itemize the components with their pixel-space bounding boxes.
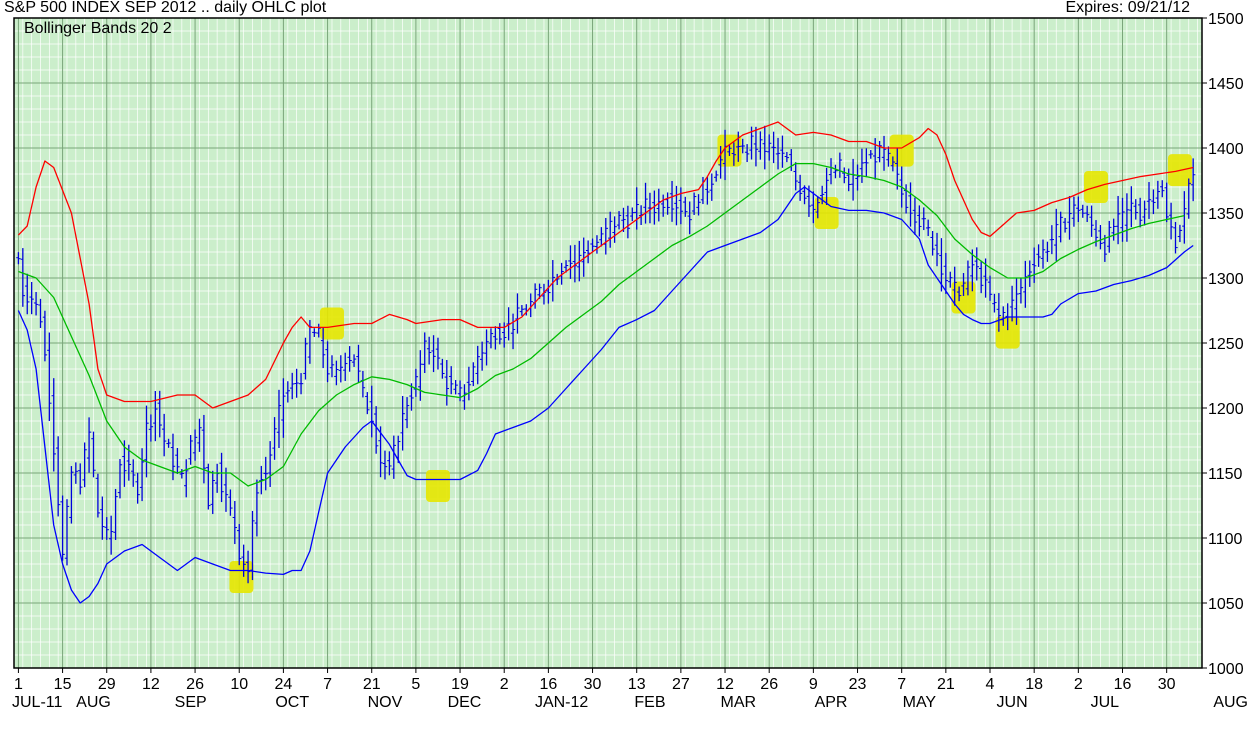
x-tick-label: 2 [1074,676,1083,693]
x-month-label: AUG [76,694,111,711]
x-tick-label: 2 [500,676,509,693]
x-tick-label: 24 [274,676,292,693]
x-tick-label: 27 [672,676,690,693]
x-month-label: SEP [175,694,207,711]
chart-title: S&P 500 INDEX SEP 2012 .. daily OHLC plo… [4,0,327,16]
x-month-label: MAY [903,694,937,711]
y-tick-label: 1050 [1208,596,1244,613]
grid [13,17,1202,669]
y-tick-label: 1250 [1208,336,1244,353]
x-month-label: APR [815,694,848,711]
x-tick-label: 7 [897,676,906,693]
y-tick-label: 1100 [1208,531,1243,548]
expiry-label: Expires: 09/21/12 [1065,0,1190,16]
x-month-label: JUN [997,694,1028,711]
x-month-label: NOV [368,694,403,711]
x-axis-ticks: 1 15 29 12 26 10 24 7 21 5 19 2 16 30 13 27 12 26 9 23 7 21 4 1… [14,668,1176,693]
x-month-label: JAN-12 [535,694,588,711]
x-tick-label: 21 [937,676,955,693]
x-tick-label: 12 [142,676,160,693]
y-tick-label: 1500 [1208,11,1244,28]
highlight-marker [814,197,839,229]
y-tick-label: 1400 [1208,141,1244,158]
x-axis-months: JUL-11 AUG SEP OCT NOV DEC JAN-12 FEB MAR APR MAY J… [12,694,1248,711]
y-tick-label: 1000 [1208,661,1244,678]
highlight-marker [229,561,254,593]
x-tick-label: 18 [1025,676,1043,693]
indicator-label: Bollinger Bands 20 2 [24,20,172,37]
x-tick-label: 15 [54,676,72,693]
x-tick-label: 26 [186,676,204,693]
x-tick-label: 13 [628,676,646,693]
y-tick-label: 1150 [1208,466,1243,483]
highlight-marker [319,307,344,340]
y-tick-label: 1450 [1208,76,1244,93]
y-tick-label: 1350 [1208,206,1244,223]
x-tick-label: 5 [411,676,420,693]
x-tick-label: 16 [539,676,557,693]
highlight-marker [889,134,914,167]
x-month-label: JUL [1091,694,1120,711]
x-month-label: AUG [1213,694,1248,711]
x-tick-label: 30 [1158,676,1176,693]
lower-band-line [17,186,1194,604]
x-tick-label: 23 [849,676,867,693]
highlight-marker [425,470,450,502]
y-tick-label: 1200 [1208,401,1244,418]
x-tick-label: 1 [14,676,23,693]
x-tick-label: 30 [584,676,602,693]
middle-band-line [18,162,1185,487]
x-month-label: OCT [275,694,309,711]
x-month-label: JUL-11 [12,694,62,711]
x-month-label: DEC [448,694,482,711]
ohlc-bars [16,125,1196,584]
bollinger-bands [17,121,1194,604]
x-tick-label: 9 [809,676,818,693]
x-month-label: MAR [721,694,757,711]
x-tick-label: 7 [323,676,332,693]
x-tick-label: 16 [1114,676,1132,693]
x-tick-label: 21 [363,676,381,693]
x-tick-label: 19 [451,676,469,693]
upper-band-line [17,121,1194,409]
x-tick-label: 29 [98,676,116,693]
x-tick-label: 4 [986,676,995,693]
y-tick-label: 1300 [1208,271,1244,288]
x-month-label: FEB [634,694,665,711]
x-tick-label: 26 [760,676,778,693]
highlight-marker [951,281,976,314]
x-tick-label: 10 [230,676,248,693]
highlight-marker [995,316,1020,349]
x-tick-label: 12 [716,676,734,693]
y-axis-ticks: 1000 1050 1100 1150 1200 1250 1300 1350 1400 1450… [1202,11,1244,678]
